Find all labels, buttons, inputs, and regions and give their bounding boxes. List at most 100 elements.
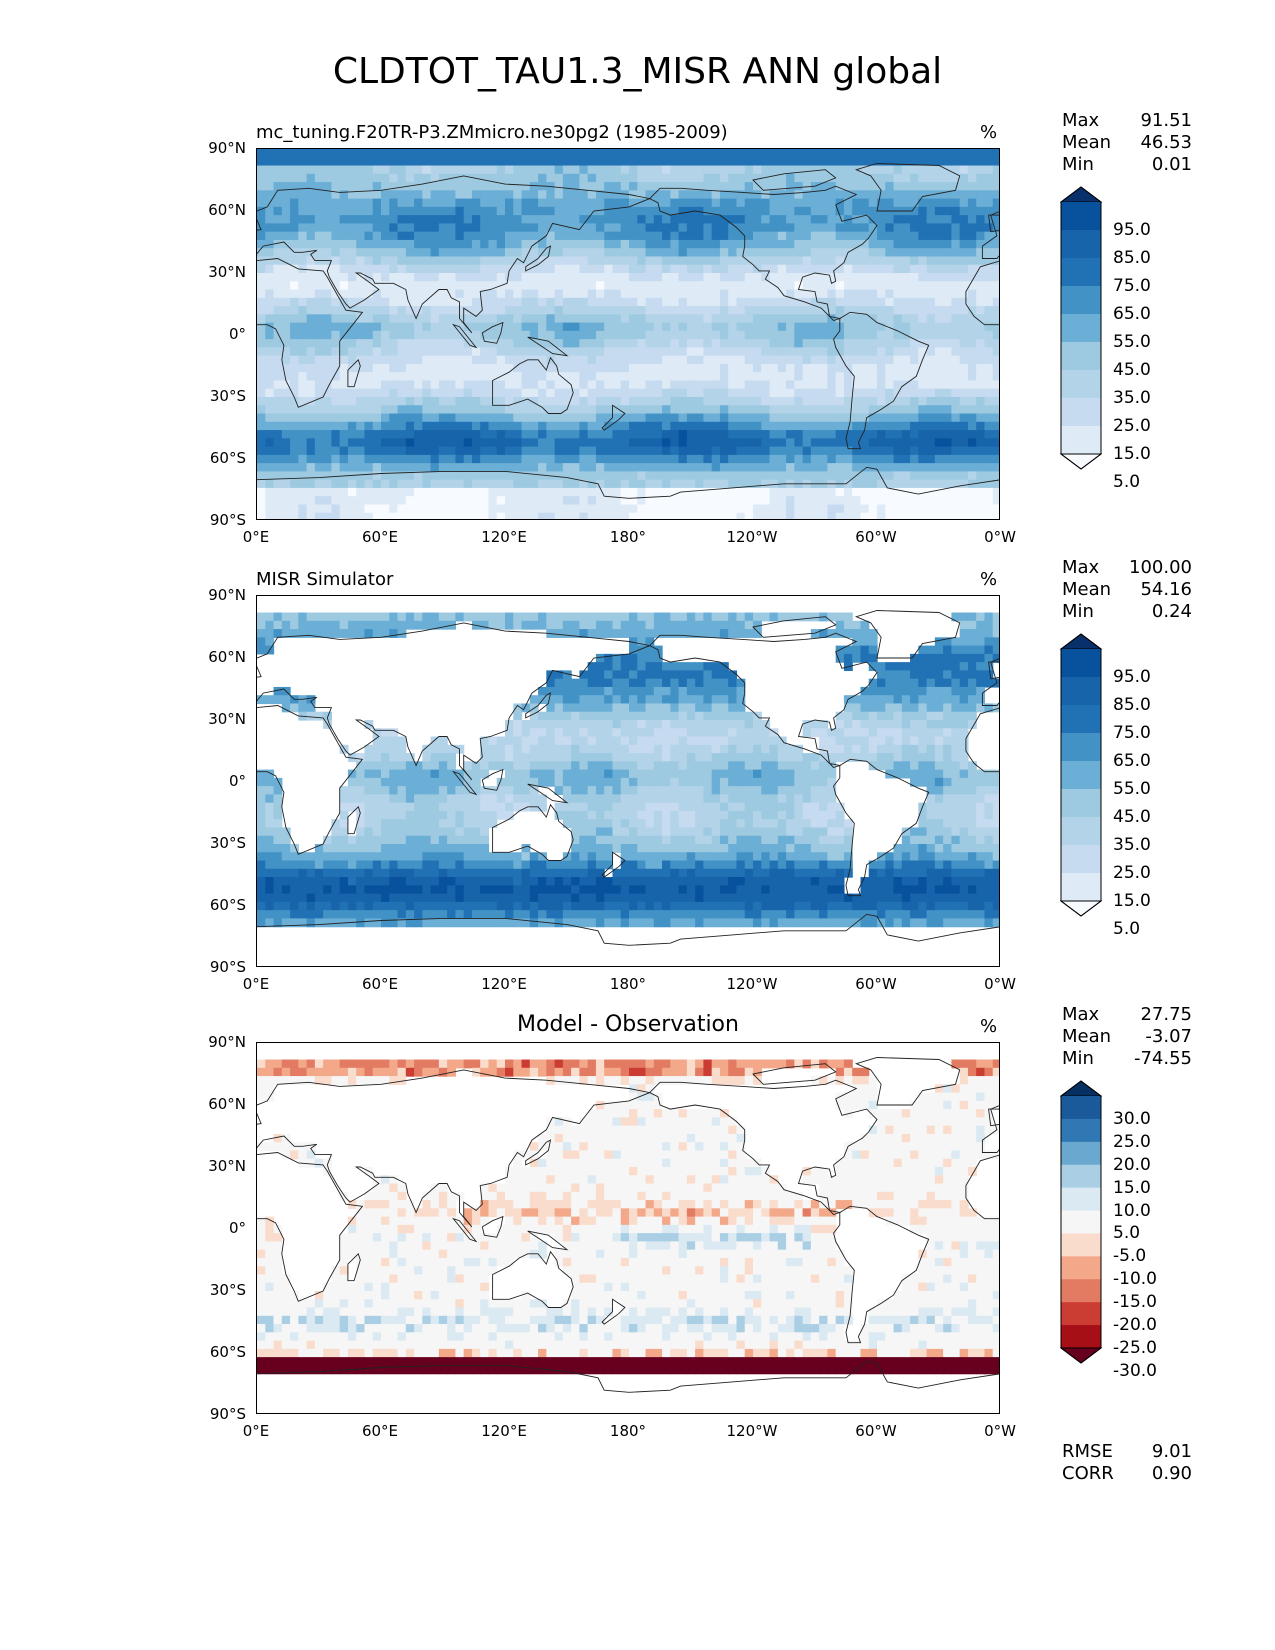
field-cell xyxy=(637,281,647,291)
field-cell xyxy=(794,355,804,365)
field-cell xyxy=(711,629,721,638)
field-cell xyxy=(471,438,481,448)
field-cell xyxy=(868,281,878,291)
field-cell xyxy=(298,496,308,506)
field-cell xyxy=(728,430,738,439)
field-cell xyxy=(786,355,795,365)
field-cell xyxy=(653,239,663,249)
field-cell xyxy=(711,471,721,481)
x-tick-label: 60°E xyxy=(361,528,399,546)
field-cell xyxy=(505,355,514,365)
field-cell xyxy=(670,289,680,299)
field-cell xyxy=(438,273,448,282)
field-cell xyxy=(703,496,713,506)
field-cell xyxy=(910,397,919,406)
field-cell xyxy=(422,322,432,332)
field-cell xyxy=(645,620,655,630)
field-cell xyxy=(257,281,266,291)
field-cell xyxy=(257,149,266,158)
field-cell xyxy=(802,198,812,208)
field-cell xyxy=(438,306,448,315)
field-cell xyxy=(761,736,771,746)
field-cell xyxy=(670,223,680,233)
field-cell xyxy=(331,314,341,324)
field-cell xyxy=(612,711,622,721)
field-cell xyxy=(761,314,771,324)
field-cell xyxy=(835,297,845,307)
field-cell xyxy=(513,231,523,241)
field-cell xyxy=(372,165,382,175)
field-cell xyxy=(463,504,473,514)
field-cell xyxy=(447,479,456,489)
field-cell xyxy=(645,314,655,324)
field-cell xyxy=(571,339,580,348)
field-cell xyxy=(571,248,580,258)
field-cell xyxy=(281,695,291,705)
field-cell xyxy=(298,504,308,514)
field-cell xyxy=(364,289,374,299)
field-cell xyxy=(728,239,738,249)
field-cell xyxy=(678,198,688,208)
field-cell xyxy=(653,487,663,497)
field-cell xyxy=(430,496,440,506)
field-cell xyxy=(455,281,465,291)
field-cell xyxy=(554,487,564,497)
field-cell xyxy=(339,173,349,183)
field-cell xyxy=(777,256,787,266)
field-cell xyxy=(893,504,903,514)
field-cell xyxy=(356,471,366,481)
field-cell xyxy=(802,430,812,439)
field-cell xyxy=(810,314,820,324)
field-cell xyxy=(629,446,638,456)
field-cell xyxy=(273,198,283,208)
field-cell xyxy=(868,512,878,519)
field-cell xyxy=(976,306,986,315)
field-cell xyxy=(943,446,952,456)
field-cell xyxy=(546,264,556,274)
field-cell xyxy=(438,248,448,258)
field-cell xyxy=(488,355,498,365)
field-cell xyxy=(786,446,795,456)
field-cell xyxy=(381,322,390,332)
field-cell xyxy=(893,157,903,167)
field-cell xyxy=(703,306,713,315)
field-cell xyxy=(389,231,399,241)
field-cell xyxy=(562,695,572,705)
field-cell xyxy=(389,496,399,506)
field-cell xyxy=(562,438,572,448)
field-cell xyxy=(438,487,448,497)
field-cell xyxy=(372,256,382,266)
field-cell xyxy=(810,206,820,216)
field-cell xyxy=(728,454,738,464)
field-cell xyxy=(951,744,961,754)
field-cell xyxy=(992,355,999,365)
field-cell xyxy=(629,190,638,200)
field-cell xyxy=(794,438,804,448)
field-cell xyxy=(629,206,638,216)
field-cell xyxy=(562,330,572,340)
field-cell xyxy=(562,297,572,307)
field-cell xyxy=(686,281,696,291)
field-cell xyxy=(463,380,473,390)
field-cell xyxy=(819,173,828,183)
field-cell xyxy=(984,487,994,497)
field-cell xyxy=(480,281,490,291)
field-cell xyxy=(670,686,680,696)
field-cell xyxy=(777,223,787,233)
field-cell xyxy=(670,182,680,191)
field-cell xyxy=(976,239,986,249)
field-cell xyxy=(339,355,349,365)
field-cell xyxy=(786,273,795,282)
field-cell xyxy=(843,190,853,200)
field-cell xyxy=(381,512,390,519)
field-cell xyxy=(926,653,936,663)
field-cell xyxy=(331,438,341,448)
field-cell xyxy=(802,504,812,514)
field-cell xyxy=(885,678,895,688)
field-cell xyxy=(546,736,556,746)
field-cell xyxy=(480,405,490,415)
field-cell xyxy=(662,231,671,241)
field-cell xyxy=(538,512,547,519)
field-cell xyxy=(290,388,299,398)
field-cell xyxy=(562,206,572,216)
